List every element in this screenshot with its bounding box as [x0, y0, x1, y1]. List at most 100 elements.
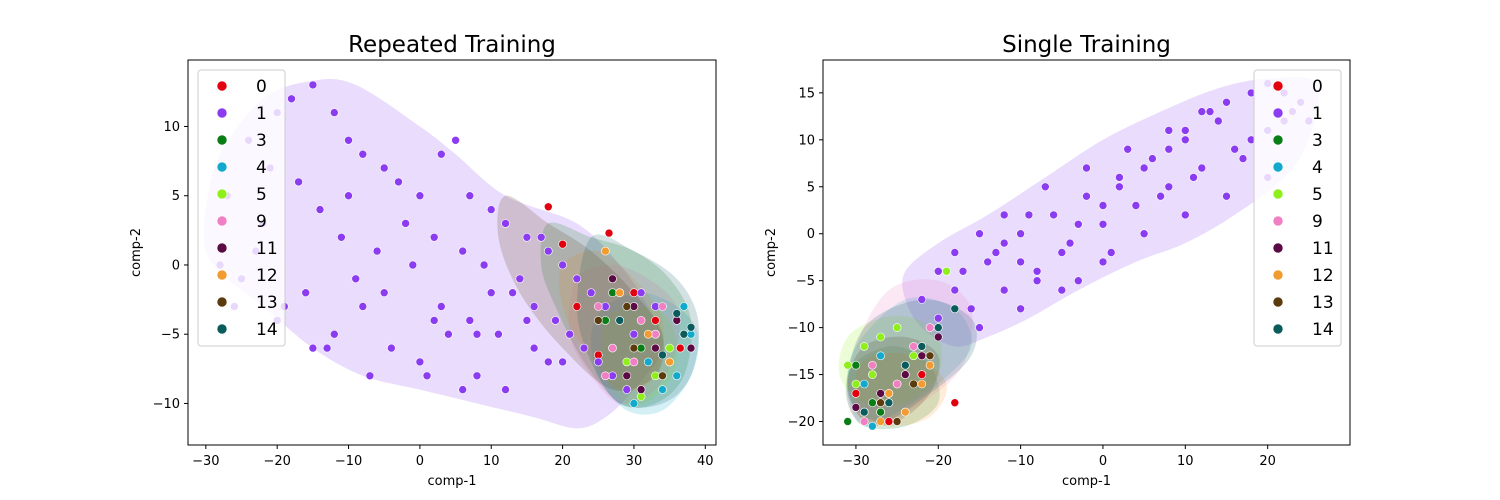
point-class-1 — [1156, 191, 1165, 201]
legend-marker-13 — [1272, 296, 1284, 308]
chart-single-training: Single Training comp-1 comp-2 −30 −20 −10 0… — [764, 32, 1351, 489]
point-class-1 — [1057, 248, 1067, 257]
point-class-9 — [892, 379, 902, 389]
point-class-1 — [975, 229, 984, 238]
point-class-1 — [358, 149, 368, 159]
point-class-1 — [308, 80, 318, 90]
legend-marker-0 — [216, 80, 228, 92]
x-tick-label: −20 — [925, 454, 952, 469]
point-class-1 — [1082, 163, 1091, 173]
point-class-9 — [636, 316, 646, 325]
legend-label-1: 1 — [1312, 104, 1323, 124]
point-class-1 — [479, 260, 489, 270]
y-tick-label: 10 — [163, 120, 180, 135]
cluster-region-5 — [601, 306, 678, 405]
point-class-1 — [444, 329, 453, 339]
point-class-1 — [429, 233, 439, 242]
plot-area — [838, 77, 1320, 431]
point-class-14 — [900, 360, 910, 370]
point-class-1 — [458, 385, 468, 394]
point-class-0 — [543, 202, 553, 212]
legend-marker-4 — [216, 161, 228, 173]
point-class-1 — [379, 163, 389, 173]
point-class-13 — [876, 398, 885, 408]
point-class-1 — [1082, 191, 1091, 201]
point-class-1 — [401, 219, 410, 228]
point-class-1 — [322, 343, 332, 353]
point-class-1 — [1139, 229, 1149, 238]
point-class-11 — [933, 332, 943, 342]
legend-label-9: 9 — [256, 212, 267, 232]
point-class-1 — [1164, 126, 1174, 135]
point-class-1 — [543, 246, 553, 256]
legend-marker-14 — [216, 323, 228, 335]
point-class-9 — [601, 371, 610, 381]
point-class-1 — [415, 191, 425, 200]
x-tick-label: −10 — [335, 454, 362, 469]
x-tick-label: 0 — [1099, 454, 1107, 469]
point-class-1 — [337, 233, 346, 242]
y-tick-label: 0 — [807, 227, 815, 242]
point-class-1 — [1115, 173, 1124, 182]
legend-marker-4 — [1272, 161, 1284, 173]
point-class-1 — [344, 191, 353, 200]
point-class-11 — [622, 371, 632, 381]
point-class-1 — [1057, 285, 1067, 295]
point-class-1 — [1131, 201, 1141, 210]
point-class-3 — [636, 343, 646, 353]
point-class-5 — [909, 351, 918, 361]
legend-label-13: 13 — [256, 293, 278, 313]
point-class-5 — [851, 379, 861, 389]
legend-label-0: 0 — [1312, 77, 1323, 97]
x-tick-label: 10 — [483, 454, 500, 469]
point-class-1 — [1205, 107, 1215, 116]
point-class-1 — [394, 177, 403, 187]
point-class-14 — [950, 304, 960, 314]
x-tick-label: −10 — [1007, 454, 1034, 469]
point-class-3 — [851, 360, 861, 370]
point-class-13 — [593, 316, 603, 325]
point-class-1 — [387, 343, 396, 353]
point-class-1 — [1106, 248, 1116, 257]
point-class-1 — [950, 285, 960, 295]
point-class-11 — [608, 274, 617, 284]
point-class-5 — [622, 357, 632, 367]
point-class-1 — [636, 288, 646, 298]
x-tick-label: 40 — [697, 454, 714, 469]
point-class-1 — [975, 323, 984, 332]
legend-marker-12 — [216, 269, 228, 281]
point-class-11 — [651, 343, 660, 353]
cluster-region-13 — [497, 195, 665, 391]
point-class-1 — [494, 329, 503, 339]
point-class-1 — [551, 316, 560, 325]
point-class-13 — [622, 302, 632, 311]
point-class-5 — [868, 370, 877, 379]
x-tick-label: −30 — [842, 454, 869, 469]
legend-marker-1 — [1272, 107, 1284, 119]
point-class-9 — [651, 329, 660, 339]
point-class-1 — [465, 316, 475, 325]
point-class-14 — [679, 329, 689, 339]
point-class-1 — [308, 343, 318, 353]
point-class-1 — [451, 136, 460, 145]
point-class-9 — [859, 417, 869, 426]
point-class-1 — [1238, 154, 1248, 163]
legend-label-3: 3 — [256, 131, 267, 151]
point-class-4 — [658, 385, 667, 394]
point-class-3 — [601, 316, 610, 325]
point-class-11 — [686, 343, 696, 353]
point-class-12 — [601, 246, 610, 256]
x-tick-label: 10 — [1177, 454, 1194, 469]
point-class-11 — [851, 403, 861, 412]
point-class-12 — [925, 360, 935, 370]
point-class-1 — [593, 357, 603, 367]
point-class-4 — [672, 371, 682, 381]
point-class-1 — [1049, 210, 1058, 220]
point-class-1 — [572, 274, 582, 284]
point-class-0 — [604, 228, 614, 238]
point-class-1 — [465, 191, 475, 200]
point-class-14 — [686, 322, 696, 332]
point-class-1 — [558, 260, 567, 270]
point-class-5 — [665, 343, 674, 353]
point-class-11 — [876, 389, 885, 398]
